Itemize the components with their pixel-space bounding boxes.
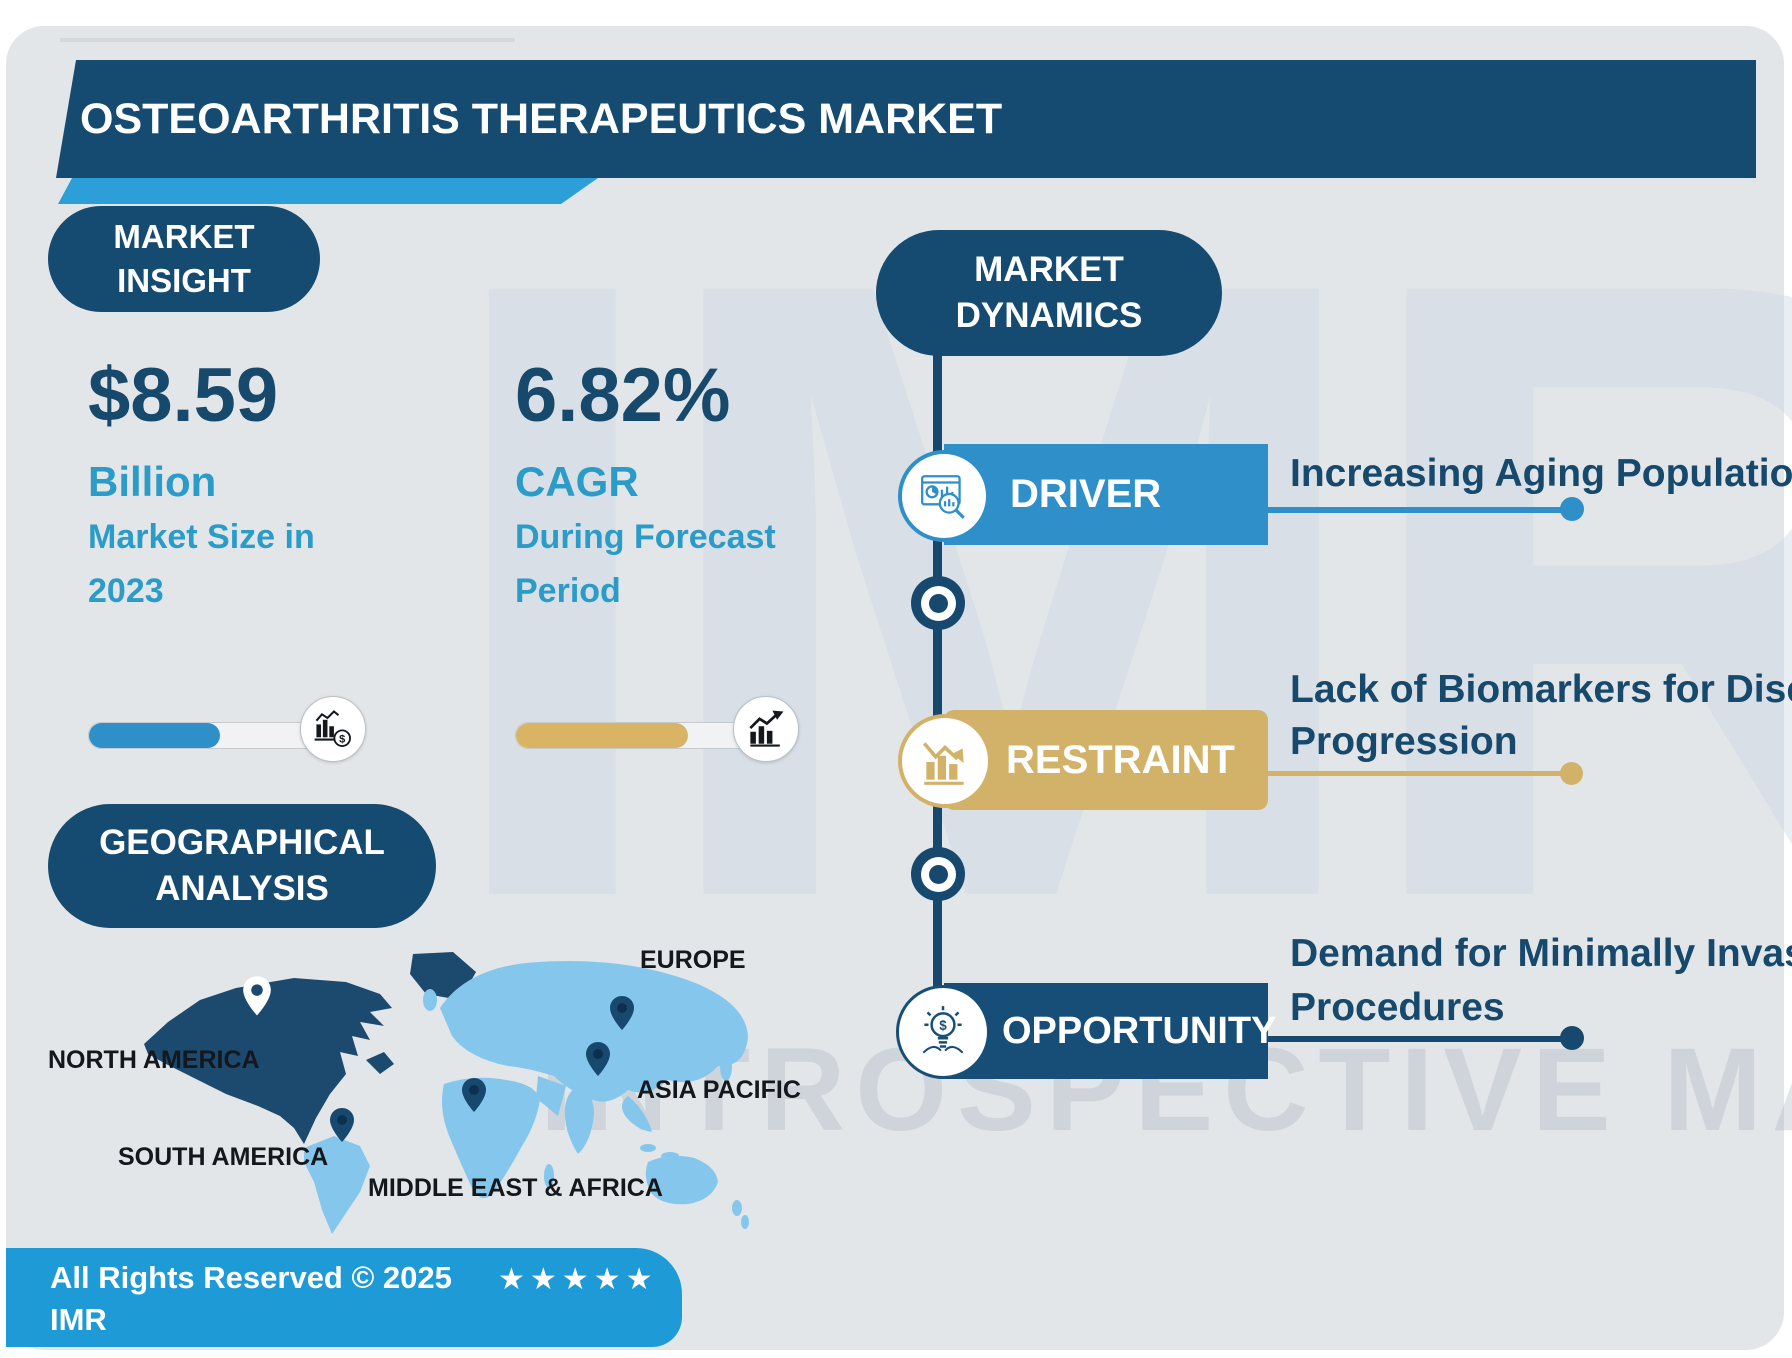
driver-connector-dot bbox=[1560, 497, 1584, 521]
market-size-caption-1: Market Size in bbox=[88, 518, 315, 556]
restraint-label: RESTRAINT bbox=[1006, 737, 1235, 782]
driver-label: DRIVER bbox=[1010, 472, 1162, 516]
map-label-europe: EUROPE bbox=[640, 946, 746, 974]
opportunity-text-line2: Procedures bbox=[1290, 986, 1505, 1029]
growth-chart-icon bbox=[733, 696, 799, 762]
report-magnifier-icon bbox=[898, 450, 990, 542]
map-label-north-america: NORTH AMERICA bbox=[48, 1046, 260, 1074]
map-pin-middle-east-africa bbox=[462, 1078, 486, 1112]
declining-bar-chart-icon bbox=[898, 714, 992, 808]
market-dynamics-badge: MARKET DYNAMICS bbox=[876, 230, 1222, 356]
banner-accent-strip bbox=[58, 178, 598, 204]
cagr-caption-1: During Forecast bbox=[515, 518, 776, 556]
dynamics-badge-line2: DYNAMICS bbox=[955, 296, 1143, 335]
cagr-value: 6.82% bbox=[515, 353, 731, 438]
map-other-continents bbox=[304, 960, 749, 1234]
top-divider bbox=[60, 38, 515, 42]
footer-copyright: All Rights Reserved © 2025 bbox=[50, 1260, 452, 1295]
driver-connector-line bbox=[1268, 507, 1568, 513]
market-size-value: $8.59 bbox=[88, 353, 279, 438]
map-north-america bbox=[144, 952, 476, 1144]
footer-brand: IMR bbox=[50, 1302, 107, 1337]
map-label-south-america: SOUTH AMERICA bbox=[118, 1143, 329, 1171]
market-size-progress-fill bbox=[89, 723, 220, 748]
map-pin-south-america bbox=[330, 1108, 354, 1142]
timeline-line bbox=[933, 352, 942, 1035]
bar-chart-dollar-icon: $ bbox=[300, 696, 366, 762]
map-pin-north-america bbox=[243, 976, 271, 1016]
geo-badge-line1: GEOGRAPHICAL bbox=[99, 822, 385, 862]
opportunity-text-line1: Demand for Minimally Invasive bbox=[1290, 932, 1792, 975]
map-label-asia-pacific: ASIA PACIFIC bbox=[637, 1076, 801, 1104]
map-pin-europe bbox=[610, 996, 634, 1030]
restraint-text-line1: Lack of Biomarkers for Disease bbox=[1290, 668, 1792, 711]
geo-badge-line2: ANALYSIS bbox=[155, 869, 329, 908]
opportunity-box: OPPORTUNITY bbox=[944, 983, 1276, 1079]
lightbulb-dollar-icon: $ bbox=[896, 985, 990, 1079]
market-insight-badge-line2: INSIGHT bbox=[117, 262, 251, 299]
restraint-box: RESTRAINT bbox=[944, 710, 1268, 810]
footer-star-rating: ★★★★★ bbox=[498, 1263, 658, 1296]
opportunity-label: OPPORTUNITY bbox=[1002, 1009, 1277, 1052]
cagr-caption-2: Period bbox=[515, 572, 621, 610]
footer-bar bbox=[6, 1248, 682, 1347]
timeline-node-2 bbox=[911, 847, 965, 901]
world-map bbox=[144, 952, 749, 1234]
title-banner bbox=[56, 60, 1756, 178]
restraint-connector-dot bbox=[1560, 762, 1583, 785]
map-label-middle-east-africa: MIDDLE EAST & AFRICA bbox=[368, 1174, 663, 1202]
market-size-caption-2: 2023 bbox=[88, 572, 164, 610]
opportunity-connector-line bbox=[1268, 1036, 1568, 1042]
driver-box: DRIVER bbox=[944, 444, 1268, 545]
market-size-unit: Billion bbox=[88, 458, 217, 505]
restraint-connector-line bbox=[1268, 771, 1568, 776]
market-insight-badge: MARKET INSIGHT bbox=[48, 206, 320, 312]
driver-text: Increasing Aging Population bbox=[1290, 452, 1792, 495]
restraint-text-line2: Progression bbox=[1290, 720, 1518, 763]
cagr-progress-fill bbox=[516, 723, 688, 748]
page-title: OSTEOARTHRITIS THERAPEUTICS MARKET bbox=[80, 95, 1003, 143]
svg-text:$: $ bbox=[939, 1018, 947, 1033]
geographical-analysis-badge: GEOGRAPHICAL ANALYSIS bbox=[48, 804, 436, 928]
svg-text:$: $ bbox=[339, 733, 345, 745]
cagr-unit: CAGR bbox=[515, 458, 639, 505]
market-insight-badge-line1: MARKET bbox=[113, 218, 255, 256]
timeline-node-1 bbox=[911, 576, 965, 630]
dynamics-badge-line1: MARKET bbox=[974, 249, 1124, 289]
opportunity-connector-dot bbox=[1560, 1026, 1584, 1050]
map-pin-asia-pacific bbox=[586, 1042, 610, 1076]
